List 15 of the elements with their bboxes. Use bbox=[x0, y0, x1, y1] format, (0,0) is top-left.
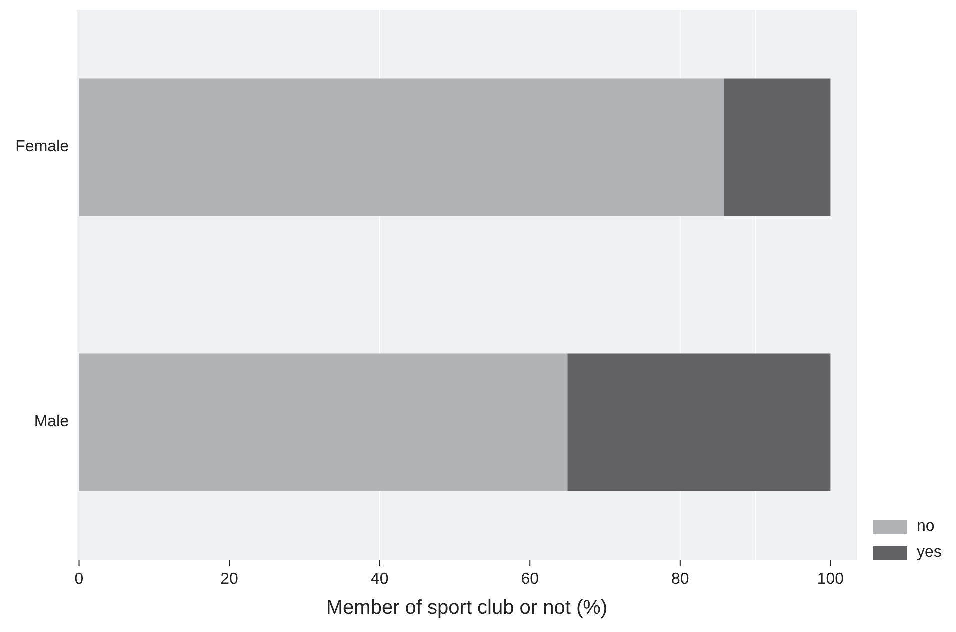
y-tick-label: Male bbox=[34, 414, 70, 431]
legend-label: yes bbox=[917, 544, 942, 562]
bar bbox=[79, 354, 568, 492]
bar bbox=[79, 78, 724, 216]
x-tick-label: 80 bbox=[672, 571, 690, 588]
bar bbox=[724, 78, 831, 216]
legend-label: no bbox=[917, 518, 935, 536]
x-tick-label: 100 bbox=[817, 571, 844, 588]
x-tick-label: 20 bbox=[220, 571, 239, 588]
x-tick-label: 0 bbox=[74, 571, 84, 588]
x-tick-label: 60 bbox=[521, 571, 540, 588]
bar bbox=[568, 354, 831, 492]
x-tick-label: 40 bbox=[370, 571, 389, 588]
x-axis-title: Member of sport club or not (%) bbox=[326, 597, 608, 619]
y-tick-label: Female bbox=[16, 138, 70, 156]
